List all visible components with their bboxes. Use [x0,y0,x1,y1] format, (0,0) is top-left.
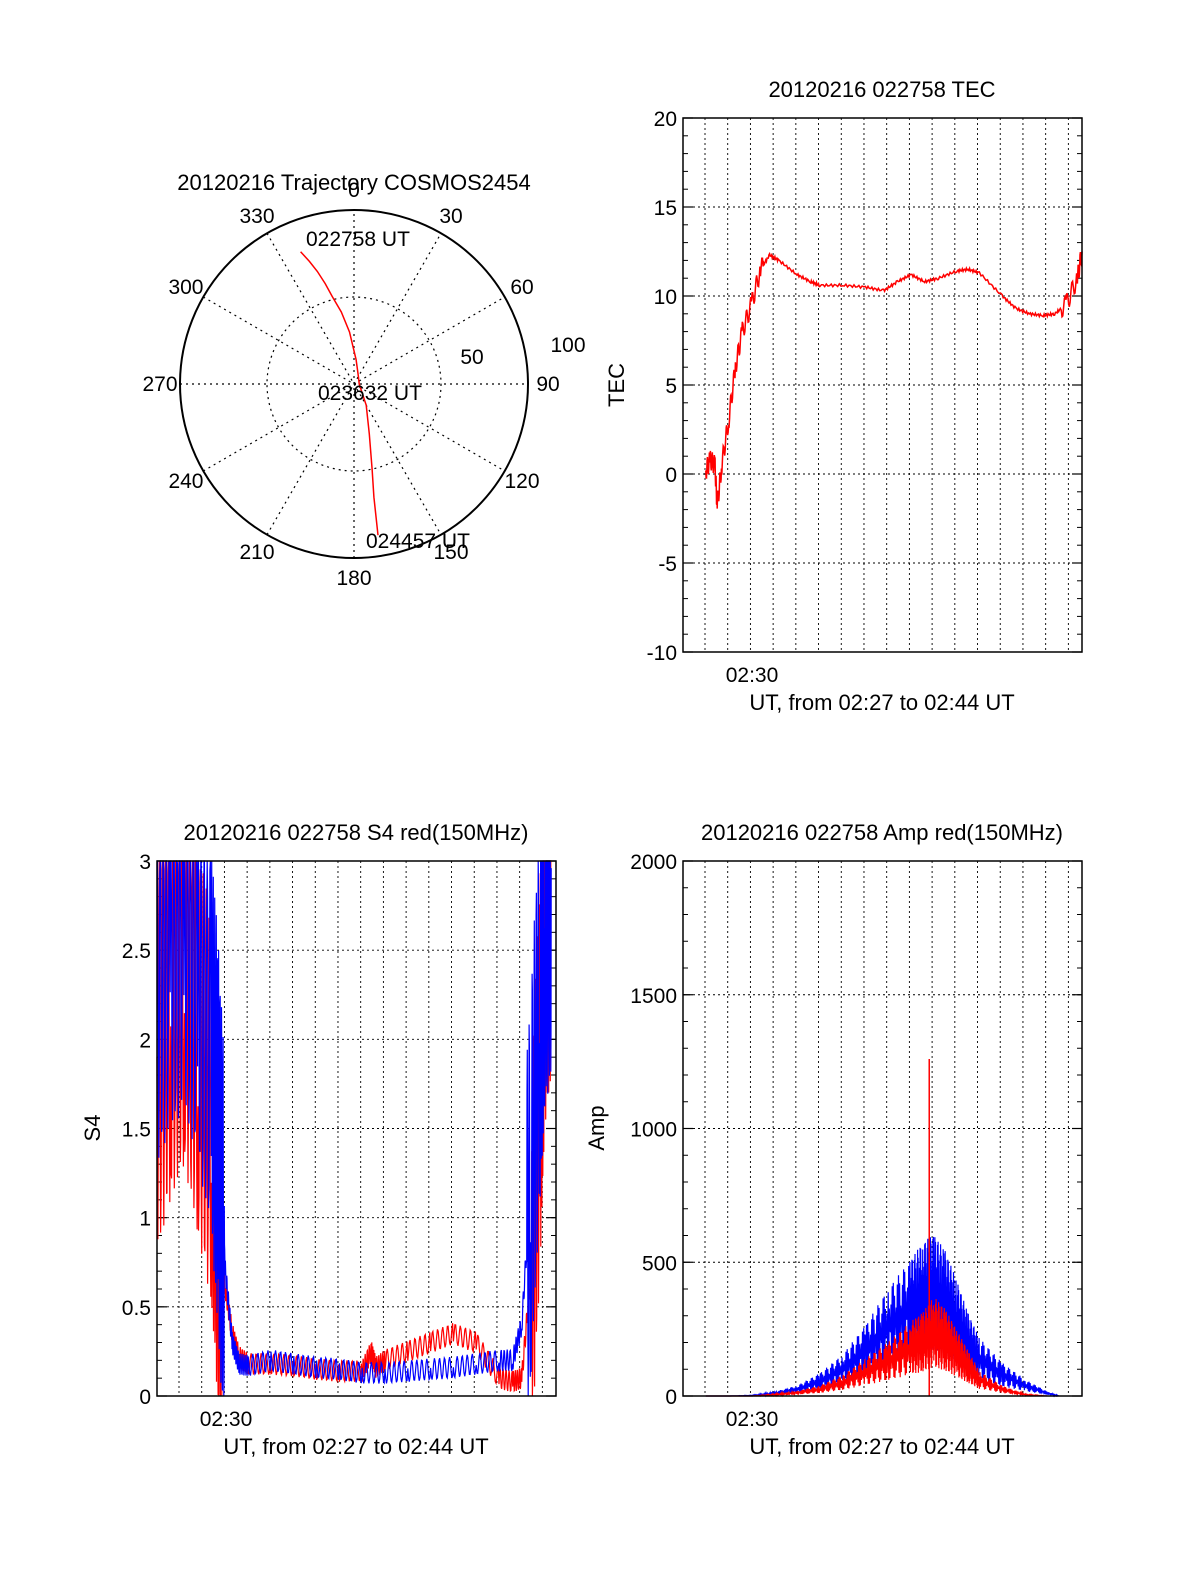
s4-y-tick-label: 3 [139,851,151,874]
s4-panel: 20120216 022758 S4 red(150MHz) 3 2.5 2 1.5 1… [80,820,557,1459]
amp-series-line-1 [705,1299,1048,1398]
tec-y-tick-label: 10 [654,286,677,309]
polar-azimuth-label: 0 [348,179,360,202]
s4-series-line-1 [156,860,552,1397]
s4-y-tick-label: 1 [139,1208,151,1231]
polar-azimuth-label: 270 [142,373,177,396]
amp-title: 20120216 022758 Amp red(150MHz) [701,820,1063,845]
amp-y-tick-label: 1500 [630,985,677,1008]
polar-azimuth-label: 330 [239,205,274,228]
tec-y-tick-label: 5 [665,375,677,398]
s4-plot-frame [156,860,557,1397]
s4-x-tick-label: 02:30 [200,1408,253,1431]
amp-y-tick-label: 500 [642,1252,677,1275]
amp-y-tick-label: 1000 [630,1119,677,1142]
polar-azimuth-labels: 0 30 60 90 120 150 180 210 240 270 300 330 [142,179,559,590]
s4-y-tick-label: 2.5 [122,940,151,963]
polar-radial-label-100: 100 [550,334,585,357]
polar-grid [180,210,528,558]
polar-ring-50 [266,296,442,472]
s4-y-tick-label: 0.5 [122,1297,151,1320]
amp-panel: 20120216 022758 Amp red(150MHz) 2000 1500… [584,820,1083,1459]
polar-outer-ring [179,209,529,559]
polar-title: 20120216 Trajectory COSMOS2454 [177,170,530,195]
tec-y-tick-label: 15 [654,197,677,220]
polar-trajectory-line [300,251,379,536]
s4-y-axis-label: S4 [80,1115,105,1142]
polar-azimuth-label: 300 [168,276,203,299]
polar-azimuth-label: 210 [239,541,274,564]
tec-y-tick-label: 0 [665,464,677,487]
s4-y-tick-labels: 3 2.5 2 1.5 1 0.5 0 [122,851,151,1409]
amp-x-axis-label: UT, from 02:27 to 02:44 UT [749,1434,1014,1459]
amp-y-tick-labels: 2000 1500 1000 500 0 [630,851,677,1409]
polar-time-start-label: 022758 UT [306,228,410,251]
tec-series-line-0 [705,251,1083,509]
amp-series-line-0 [705,1236,1059,1398]
tec-title: 20120216 022758 TEC [768,77,995,102]
polar-azimuth-label: 150 [433,541,468,564]
tec-y-tick-label: -5 [658,553,677,576]
tec-series-group [705,251,1083,509]
tec-plot-frame [682,117,1083,653]
tec-grid [683,117,1082,653]
polar-trajectory-panel: 20120216 Trajectory COSMOS2454 0 30 60 90 12… [142,170,585,590]
polar-azimuth-label: 30 [439,205,462,228]
tec-x-axis-label: UT, from 02:27 to 02:44 UT [749,690,1014,715]
polar-time-end-label: 024457 UT [366,530,470,553]
polar-azimuth-label: 60 [510,276,533,299]
s4-y-tick-label: 2 [139,1029,151,1052]
polar-azimuth-label: 90 [536,373,559,396]
amp-series-group [705,1058,1059,1398]
tec-y-axis-label: TEC [604,363,629,407]
tec-y-tick-label: 20 [654,108,677,131]
tec-y-tick-label: -10 [647,642,677,665]
amp-y-tick-label: 0 [665,1386,677,1409]
amp-y-axis-label: Amp [584,1105,609,1150]
s4-y-tick-label: 1.5 [122,1119,151,1142]
polar-spoke-150 [266,233,442,535]
polar-azimuth-label: 240 [168,470,203,493]
polar-azimuth-label: 180 [336,567,371,590]
s4-series-group [156,860,552,1397]
s4-y-tick-label: 0 [139,1386,151,1409]
polar-azimuth-label: 120 [504,470,539,493]
tec-x-tick-label: 02:30 [726,664,779,687]
amp-x-tick-label: 02:30 [726,1408,779,1431]
amp-y-tick-label: 2000 [630,851,677,874]
s4-x-axis-label: UT, from 02:27 to 02:44 UT [223,1434,488,1459]
polar-radial-label-50: 50 [460,346,483,369]
s4-title: 20120216 022758 S4 red(150MHz) [184,820,529,845]
amp-plot-frame [682,860,1083,1397]
polar-time-middle-label: 023632 UT [318,382,422,405]
tec-y-tick-labels: 20 15 10 5 0 -5 -10 [647,108,677,665]
